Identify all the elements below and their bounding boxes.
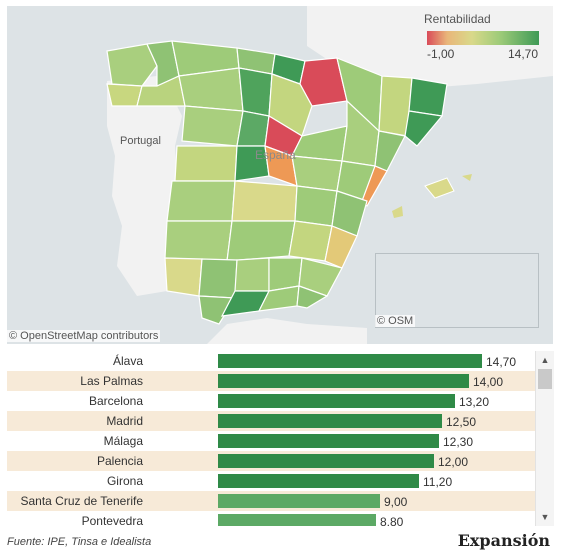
bar-category-label: Palencia	[96, 454, 143, 468]
bar-value-label: 13,20	[459, 395, 490, 409]
province-ciudad-real	[226, 220, 296, 262]
bar-category-label: Girona	[106, 474, 143, 488]
bar[interactable]	[218, 374, 469, 388]
island-ibiza	[392, 206, 403, 218]
africa-land	[207, 318, 367, 344]
province-baleares	[424, 177, 455, 199]
bar-category-label: Álava	[112, 354, 143, 368]
bar[interactable]	[218, 354, 482, 368]
province-badajoz	[164, 220, 233, 262]
province-cuenca	[294, 185, 338, 227]
bar-category-label: Barcelona	[88, 394, 143, 408]
bar-row[interactable]: Santa Cruz de Tenerife 9,00	[7, 491, 535, 511]
legend-min-label: -1,00	[427, 47, 455, 61]
island-menorca	[462, 174, 472, 181]
bar[interactable]	[218, 474, 419, 488]
province-tarragona	[374, 130, 406, 172]
bar-value-label: 12,00	[438, 455, 469, 469]
province-leon	[178, 67, 244, 112]
bar-row[interactable]: Álava 14,70	[7, 351, 535, 371]
bar[interactable]	[218, 394, 455, 408]
bar-value-label: 9,00	[384, 495, 408, 509]
bar-value-label: 12,30	[443, 435, 474, 449]
scroll-down-icon[interactable]: ▼	[540, 512, 550, 522]
spain-provinces	[106, 40, 448, 325]
bar-value-label: 11,20	[423, 475, 453, 489]
province-valladolid	[236, 110, 270, 147]
bar-value-label: 14,00	[473, 375, 504, 389]
bar-row[interactable]: Las Palmas 14,00	[7, 371, 535, 391]
espana-label: España	[255, 148, 296, 162]
province-caceres	[166, 180, 236, 222]
bar-row[interactable]: Málaga 12,30	[7, 431, 535, 451]
bar-value-label: 8,80	[380, 515, 404, 526]
legend-title: Rentabilidad	[424, 12, 491, 26]
scroll-thumb[interactable]	[538, 369, 552, 389]
osm-attribution[interactable]: © OpenStreetMap contributors	[7, 330, 161, 342]
bar-category-label: Pontevedra	[81, 514, 143, 526]
province-zamora	[181, 105, 244, 147]
province-pontevedra	[106, 83, 143, 107]
dashboard-frame: Portugal España Rentabilidad -1,00 14,70…	[7, 6, 554, 526]
portugal-land	[107, 76, 182, 296]
province-toledo	[231, 180, 298, 222]
bar-row[interactable]: Palencia 12,00	[7, 451, 535, 471]
province-sevilla	[198, 258, 238, 299]
province-barcelona	[404, 110, 444, 147]
province-salamanca	[174, 145, 238, 182]
province-castellon	[361, 165, 388, 207]
bar-category-label: Las Palmas	[80, 374, 143, 388]
bar-row[interactable]: Girona 11,20	[7, 471, 535, 491]
province-huelva	[164, 257, 203, 297]
province-palencia	[238, 67, 273, 117]
bar[interactable]	[218, 514, 376, 526]
province-galicia-n	[106, 43, 158, 87]
map-canvas[interactable]	[7, 6, 553, 344]
province-cordoba	[234, 257, 270, 292]
bar-category-label: Santa Cruz de Tenerife	[20, 494, 143, 508]
bar-row[interactable]: Madrid 12,50	[7, 411, 535, 431]
bar[interactable]	[218, 454, 434, 468]
bar-row[interactable]: Pontevedra 8,80	[7, 511, 535, 526]
province-cadiz	[198, 295, 237, 325]
province-albacete	[288, 220, 333, 262]
province-almeria	[296, 285, 329, 309]
bar[interactable]	[218, 414, 442, 428]
bar-category-label: Málaga	[103, 434, 143, 448]
province-navarra	[299, 57, 348, 107]
bar-value-label: 14,70	[486, 355, 517, 369]
bar[interactable]	[218, 434, 439, 448]
bar-value-label: 12,50	[446, 415, 477, 429]
ranking-bar-list[interactable]: Álava 14,70 Las Palmas 14,00 Barcelona 13,20 M…	[7, 351, 535, 526]
portugal-label: Portugal	[120, 135, 161, 147]
bar-category-label: Madrid	[106, 414, 143, 428]
source-note: Fuente: IPE, Tinsa e Idealista	[7, 536, 152, 548]
bar-list-scrollbar[interactable]: ▲ ▼	[535, 351, 554, 526]
bar[interactable]	[218, 494, 380, 508]
osm-inset-attribution[interactable]: © OSM	[375, 315, 416, 327]
scroll-up-icon[interactable]: ▲	[540, 355, 550, 365]
brand-logo: Expansión	[457, 531, 550, 550]
province-burgos	[268, 73, 313, 137]
legend-color-scale	[427, 31, 539, 45]
france-land	[307, 6, 553, 88]
choropleth-map[interactable]: Portugal España Rentabilidad -1,00 14,70…	[7, 6, 553, 344]
legend-max-label: 14,70	[508, 47, 539, 61]
province-girona	[408, 77, 448, 117]
bar-row[interactable]: Barcelona 13,20	[7, 391, 535, 411]
